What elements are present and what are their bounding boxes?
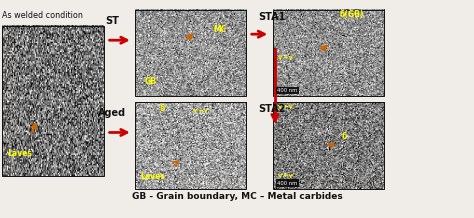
Text: δ: δ	[160, 104, 165, 113]
Text: GB - Grain boundary, MC – Metal carbides: GB - Grain boundary, MC – Metal carbides	[132, 192, 342, 201]
Text: 400 nm: 400 nm	[277, 88, 298, 93]
Text: δ: δ	[342, 132, 347, 141]
Text: 400 nm: 400 nm	[277, 181, 298, 186]
Text: STA2: STA2	[258, 104, 286, 114]
Text: MC: MC	[213, 25, 227, 34]
Text: γ'+γ'': γ'+γ''	[278, 55, 298, 60]
Text: ST: ST	[105, 16, 119, 26]
Text: γ'+γ'': γ'+γ''	[193, 108, 213, 113]
Bar	[273, 10, 384, 96]
Bar	[135, 102, 246, 189]
Text: Laves: Laves	[8, 150, 32, 158]
Bar	[135, 10, 246, 96]
Text: As welded condition: As welded condition	[2, 11, 83, 20]
Bar	[273, 102, 384, 189]
Text: GB: GB	[145, 77, 156, 86]
Text: Aged: Aged	[98, 108, 127, 118]
Text: γ'+γ'': γ'+γ''	[278, 104, 298, 109]
Text: STA1: STA1	[258, 12, 286, 22]
Text: Laves: Laves	[141, 172, 165, 181]
Text: δ(GB): δ(GB)	[339, 10, 364, 19]
Text: γ'+γ'': γ'+γ''	[278, 173, 298, 178]
Bar	[2, 26, 104, 177]
